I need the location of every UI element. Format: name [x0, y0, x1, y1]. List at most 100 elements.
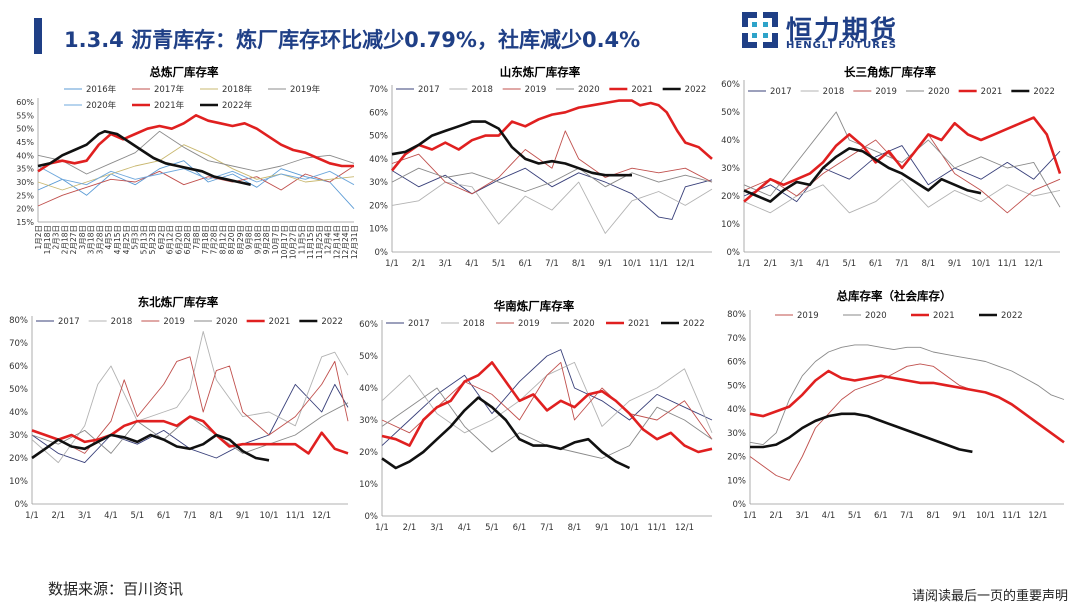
- series-line-2021: [37, 113, 354, 173]
- x-tick-label: 12/1: [1028, 511, 1047, 518]
- x-tick-label: 6/1: [518, 259, 532, 269]
- series-line-2020: [391, 167, 713, 192]
- chart-social: 总库存率（社会库存） 0% 10% 20% 30% 40% 50% 60% 70% 80% 1/1 2…: [720, 286, 1068, 518]
- legend-label: 2022: [1001, 311, 1023, 321]
- legend-item-2020: 2020: [906, 87, 950, 97]
- legend-label: 2020: [928, 87, 950, 97]
- x-tick-label: 3/1: [438, 259, 452, 269]
- y-tick-label: 15%: [16, 218, 34, 227]
- legend-item-2022: 2022: [299, 317, 343, 327]
- x-tick-label: 12/1: [676, 259, 695, 269]
- x-tick-label: 1/1: [737, 259, 751, 269]
- y-tick-label: 60%: [16, 98, 34, 107]
- x-tick-label: 4/1: [822, 511, 836, 518]
- legend-label: 2020年: [86, 100, 117, 111]
- legend-label: 2018: [463, 319, 485, 329]
- x-tick-label: 10/1: [971, 259, 990, 269]
- legend-item-2019: 2019: [502, 85, 546, 95]
- y-tick-label: 0%: [375, 248, 389, 258]
- y-tick-label: 0%: [365, 512, 379, 522]
- legend-label: 2021年: [154, 100, 185, 111]
- y-tick-label: 60%: [721, 80, 740, 90]
- legend-item-2020: 2020: [843, 311, 887, 321]
- x-tick-label: 8月29日: [236, 225, 245, 254]
- x-tick-label: 12月14日: [332, 225, 341, 259]
- x-tick-label: 9/1: [236, 511, 250, 521]
- x-tick-label: 6月12日: [166, 225, 175, 254]
- legend-item-2021: 2021: [609, 85, 653, 95]
- x-tick-label: 3/1: [78, 511, 92, 521]
- x-tick-label: 10/1: [976, 511, 995, 518]
- legend-item-2020: 2020年: [64, 100, 117, 111]
- y-tick-label: 30%: [9, 431, 28, 441]
- y-tick-label: 20%: [9, 454, 28, 464]
- x-tick-label: 4/1: [104, 511, 118, 521]
- series-line-2017: [37, 165, 355, 207]
- x-tick-label: 9月8日: [245, 225, 254, 250]
- legend-label: 2022: [685, 85, 707, 95]
- x-tick-label: 12/1: [312, 511, 331, 521]
- series-line-2021: [31, 415, 349, 455]
- chart-title: 总库存率（社会库存）: [837, 289, 952, 303]
- y-tick-label: 30%: [16, 178, 34, 187]
- y-tick-label: 20%: [721, 192, 740, 202]
- legend-label: 2021: [981, 87, 1003, 97]
- x-tick-label: 4/1: [458, 523, 472, 533]
- series-line-2018: [381, 361, 713, 434]
- hengli-logo-icon: [742, 12, 778, 48]
- legend-label: 2017: [408, 319, 430, 329]
- y-tick-label: 50%: [369, 132, 388, 142]
- y-tick-label: 60%: [369, 108, 388, 118]
- y-tick-label: 0%: [733, 500, 747, 510]
- series-line-2020: [749, 344, 1065, 446]
- series-line-2021: [381, 361, 713, 454]
- x-tick-label: 11/1: [1002, 511, 1021, 518]
- legend-item-2022: 2022: [979, 311, 1023, 321]
- legend-item-2018: 2018: [449, 85, 493, 95]
- x-tick-label: 2/1: [769, 511, 783, 518]
- series-line-2022: [743, 147, 982, 203]
- y-tick-label: 70%: [369, 85, 388, 95]
- x-tick-label: 11/1: [647, 523, 666, 533]
- x-tick-label: 1月18日: [43, 225, 52, 254]
- series-line-2022: [391, 120, 632, 177]
- y-tick-label: 80%: [727, 310, 746, 320]
- y-tick-label: 20%: [727, 453, 746, 463]
- legend-label: 2020: [216, 317, 238, 327]
- legend-item-2020: 2020: [551, 319, 595, 329]
- x-tick-label: 11月25日: [315, 225, 324, 259]
- chart-social-svg: 总库存率（社会库存） 0% 10% 20% 30% 40% 50% 60% 70% 80% 1/1 2…: [727, 289, 1065, 518]
- x-tick-label: 2/1: [763, 259, 777, 269]
- y-tick-label: 10%: [9, 477, 28, 487]
- legend-label: 2018: [823, 87, 845, 97]
- chart-title: 东北炼厂库存率: [138, 295, 219, 309]
- y-tick-label: 40%: [9, 408, 28, 418]
- x-tick-label: 5/1: [130, 511, 144, 521]
- y-tick-label: 55%: [16, 111, 34, 120]
- series-line-2017: [31, 383, 349, 464]
- x-tick-label: 4/1: [816, 259, 830, 269]
- y-tick-label: 50%: [359, 352, 378, 362]
- x-tick-label: 1月2日: [34, 225, 43, 250]
- series-line-2021: [390, 99, 713, 172]
- y-tick-label: 30%: [369, 178, 388, 188]
- y-tick-label: 50%: [727, 381, 746, 391]
- x-tick-label: 9/1: [952, 511, 966, 518]
- legend-label: 2017: [418, 85, 440, 95]
- legend-item-2019: 2019: [853, 87, 897, 97]
- x-tick-label: 9/1: [948, 259, 962, 269]
- legend-item-2017: 2017: [36, 317, 80, 327]
- company-logo: 恒力期货 HENGLI FUTURES: [742, 10, 912, 52]
- x-tick-label: 12月24日: [341, 225, 350, 259]
- y-tick-label: 0%: [15, 500, 29, 510]
- chart-shandong-svg: 山东炼厂库存率 0% 10% 20% 30% 40% 50% 60% 70% 1/1 2/1 3/1 4…: [369, 65, 713, 269]
- y-tick-label: 60%: [359, 320, 378, 330]
- x-tick-label: 8/1: [209, 511, 223, 521]
- y-tick-label: 30%: [727, 429, 746, 439]
- x-tick-label: 7月18日: [201, 225, 210, 254]
- legend-label: 2020: [865, 311, 887, 321]
- x-tick-label: 11/1: [286, 511, 305, 521]
- y-tick-label: 70%: [727, 334, 746, 344]
- legend-label: 2022: [1033, 87, 1055, 97]
- legend-item-2020: 2020: [194, 317, 238, 327]
